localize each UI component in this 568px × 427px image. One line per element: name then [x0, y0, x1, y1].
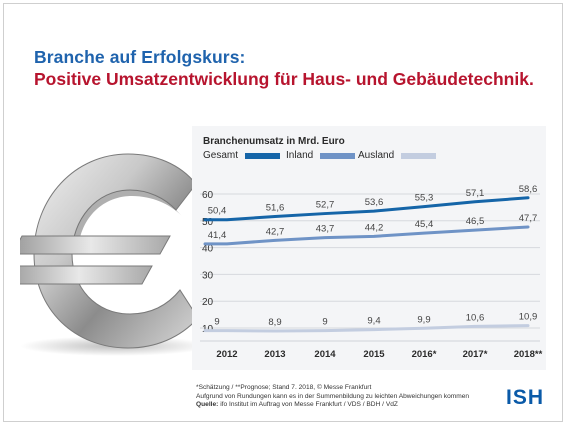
ish-logo: ISH [506, 386, 545, 409]
data-point [372, 328, 376, 331]
data-label: 10,6 [466, 312, 485, 323]
data-label: 46,5 [466, 216, 485, 227]
data-point [526, 324, 530, 327]
data-label: 55,3 [415, 193, 434, 204]
legend-inland: Inland [286, 150, 356, 161]
headline-line-1: Branche auf Erfolgskurs: [34, 47, 246, 67]
data-label: 52,7 [316, 200, 335, 211]
legend-swatch [401, 152, 437, 159]
data-point [422, 205, 426, 208]
data-point [473, 200, 477, 203]
data-label: 9,9 [417, 314, 430, 325]
x-tick-label: 2015 [363, 349, 385, 360]
x-tick-label: 2013 [264, 349, 285, 360]
legend-gesamt: Gesamt [203, 150, 281, 161]
y-tick-label: 60 [202, 190, 214, 201]
data-point [323, 236, 327, 239]
data-label: 47,7 [519, 213, 538, 224]
data-label: 57,1 [466, 188, 485, 199]
source-label: Quelle: [196, 401, 219, 409]
y-tick-label: 30 [202, 270, 214, 281]
data-point [526, 196, 530, 199]
footnote-line-2: Aufgrund von Rundungen kann es in der Su… [196, 392, 470, 400]
data-point [473, 228, 477, 232]
data-point [225, 242, 229, 246]
source-text: ifo Institut im Auftrag von Messe Frankf… [218, 401, 398, 409]
data-point [422, 327, 426, 330]
y-tick-label: 50 [202, 217, 214, 228]
x-tick-label: 2017* [463, 349, 488, 360]
y-tick-label: 40 [202, 244, 214, 255]
data-label: 42,7 [266, 226, 285, 237]
data-label: 8,9 [268, 317, 281, 328]
data-label: 58,6 [519, 184, 538, 195]
data-point [473, 325, 477, 328]
data-label: 9 [322, 317, 327, 328]
data-point [273, 239, 277, 242]
legend-swatch [320, 152, 356, 159]
data-point [225, 329, 229, 332]
x-tick-label: 2014 [314, 349, 336, 360]
source-line: Quelle: ifo Institut im Auftrag von Mess… [196, 401, 469, 410]
data-label: 9 [214, 317, 219, 328]
data-point [526, 225, 530, 229]
x-tick-label: 2018** [514, 349, 543, 360]
x-tick-label: 2012 [216, 349, 237, 360]
data-point [273, 329, 277, 333]
data-point [225, 218, 229, 221]
chart-title: Branchenumsatz in Mrd. Euro [203, 136, 345, 147]
data-point [323, 329, 327, 332]
x-tick-label: 2016* [412, 349, 437, 360]
slide-frame [3, 3, 563, 422]
data-point [323, 212, 327, 215]
headline-line-2: Positive Umsatzentwicklung für Haus- und… [34, 69, 534, 89]
legend-label: Gesamt [203, 150, 239, 161]
euro-icon [5, 150, 220, 360]
legend-swatch [245, 152, 281, 159]
data-point [372, 209, 376, 213]
data-label: 10,9 [519, 312, 538, 323]
footnote: *Schätzung / **Prognose; Stand 7. 2018, … [196, 384, 469, 410]
data-point [422, 231, 426, 235]
footnote-line-1: *Schätzung / **Prognose; Stand 7. 2018, … [196, 384, 372, 391]
legend-label: Inland [286, 150, 314, 161]
data-label: 50,4 [208, 206, 227, 217]
data-label: 9,4 [367, 316, 380, 327]
y-tick-label: 20 [202, 297, 214, 308]
data-point [372, 235, 376, 238]
data-label: 41,4 [208, 230, 227, 241]
data-label: 44,2 [365, 222, 384, 233]
legend-label: Ausland [358, 150, 395, 161]
data-label: 45,4 [415, 219, 434, 230]
data-label: 53,6 [365, 197, 384, 208]
legend-ausland: Ausland [358, 150, 437, 161]
series-line-gesamt [203, 196, 530, 222]
series-line-ausland [203, 324, 530, 333]
data-label: 51,6 [266, 203, 285, 214]
series-line-inland [203, 225, 530, 246]
data-label: 43,7 [316, 224, 335, 235]
data-point [273, 215, 277, 218]
